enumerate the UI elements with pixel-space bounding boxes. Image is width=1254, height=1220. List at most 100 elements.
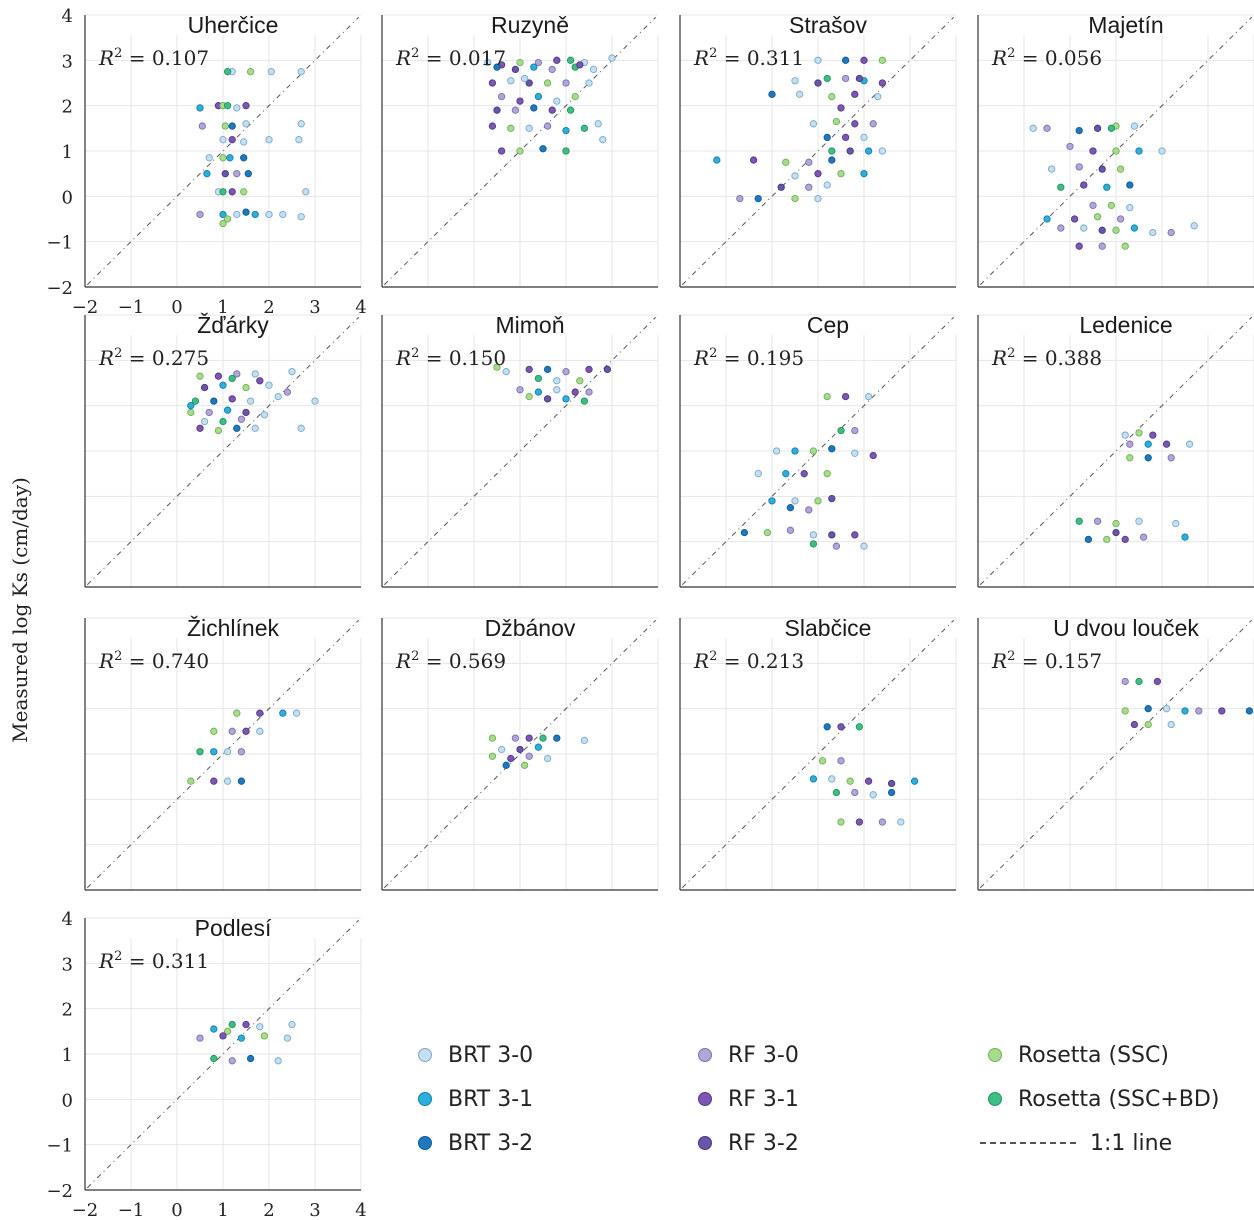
x-tick-label: 3 <box>309 1200 320 1220</box>
data-point <box>1153 677 1162 686</box>
legend-item: RF 3-0 <box>690 1040 799 1070</box>
data-point <box>237 748 246 756</box>
data-point <box>1135 147 1143 155</box>
data-point <box>599 136 607 144</box>
panel-title: Majetín <box>1088 12 1163 38</box>
x-tick-label: −1 <box>118 1200 145 1220</box>
one-to-one-line <box>86 316 360 586</box>
data-point <box>571 388 579 396</box>
x-tick-label: 2 <box>263 1200 274 1220</box>
data-point <box>237 1034 246 1042</box>
legend-item: BRT 3-0 <box>410 1040 533 1070</box>
data-point <box>516 745 524 754</box>
data-point <box>516 97 524 105</box>
data-point <box>841 74 850 83</box>
data-point <box>864 147 873 155</box>
data-point <box>823 723 831 731</box>
data-point <box>219 417 227 426</box>
data-point <box>809 540 818 548</box>
data-point <box>1107 124 1116 132</box>
data-point <box>1057 224 1065 232</box>
y-tick-label: −2 <box>46 1181 73 1202</box>
data-point <box>525 79 533 87</box>
data-point <box>851 90 859 98</box>
data-point <box>196 748 204 756</box>
data-point <box>233 170 241 178</box>
data-point <box>837 723 845 731</box>
data-point <box>1126 204 1134 212</box>
data-point <box>749 156 758 164</box>
r2-label: R2 = 0.740 <box>98 649 209 673</box>
y-tick-label: 3 <box>62 954 73 975</box>
data-point <box>251 210 259 219</box>
data-point <box>860 170 868 178</box>
x-tick-label: 1 <box>217 1200 228 1220</box>
data-point <box>283 1034 292 1042</box>
data-point <box>203 170 211 178</box>
data-point <box>585 365 593 374</box>
data-point <box>823 181 831 189</box>
data-point <box>525 124 533 132</box>
data-point <box>869 451 877 460</box>
data-point <box>488 734 497 742</box>
data-point <box>562 79 570 87</box>
x-tick-label: 2 <box>263 297 274 318</box>
legend-label: RF 3-2 <box>728 1130 799 1156</box>
data-point <box>1139 533 1148 541</box>
data-point <box>1112 519 1120 528</box>
data-point <box>1126 440 1134 448</box>
data-point <box>288 368 296 376</box>
data-point <box>497 745 506 754</box>
data-point <box>828 92 836 101</box>
data-point <box>267 68 275 76</box>
data-point <box>196 424 204 432</box>
data-point <box>860 56 868 64</box>
data-point <box>1121 535 1129 544</box>
legend-line-marker <box>980 1142 1076 1144</box>
data-point <box>228 1057 236 1065</box>
data-point <box>520 74 529 83</box>
data-point <box>777 183 785 191</box>
legend-marker <box>698 1136 712 1150</box>
data-point <box>242 727 250 735</box>
data-point <box>855 74 864 83</box>
data-point <box>805 506 813 514</box>
data-point <box>548 65 556 74</box>
data-point <box>507 124 515 132</box>
data-point <box>497 92 506 101</box>
data-point <box>223 406 232 414</box>
y-tick-label: 1 <box>62 1045 73 1066</box>
data-point <box>809 120 818 128</box>
data-point <box>246 397 255 405</box>
data-point <box>210 397 218 405</box>
x-tick-label: 0 <box>171 297 182 318</box>
data-point <box>585 388 593 396</box>
legend-marker <box>988 1092 1002 1106</box>
data-point <box>488 752 497 760</box>
data-point <box>256 1023 264 1031</box>
data-point <box>237 777 246 785</box>
data-point <box>223 215 232 223</box>
data-point <box>543 122 552 130</box>
data-point <box>791 194 799 203</box>
data-point <box>1112 147 1120 155</box>
data-point <box>219 136 227 144</box>
data-point <box>484 58 492 67</box>
data-point <box>837 426 845 435</box>
data-point <box>1190 222 1198 230</box>
data-point <box>1043 124 1051 132</box>
data-point <box>279 709 287 717</box>
data-point <box>1181 707 1189 715</box>
data-point <box>534 92 543 101</box>
data-point <box>786 526 795 534</box>
data-point <box>562 395 570 403</box>
data-point <box>818 757 827 765</box>
data-point <box>1084 535 1093 544</box>
panel-title: U dvou louček <box>1053 615 1199 641</box>
data-point <box>543 365 552 374</box>
data-point <box>823 470 831 478</box>
data-point <box>256 709 264 717</box>
data-point <box>297 213 305 221</box>
data-point <box>228 395 236 403</box>
data-point <box>493 63 501 71</box>
